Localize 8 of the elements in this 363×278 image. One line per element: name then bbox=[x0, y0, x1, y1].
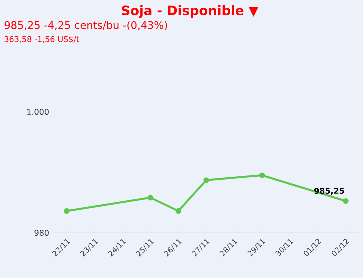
point bbox=[343, 198, 349, 204]
point bbox=[64, 208, 70, 214]
point bbox=[148, 195, 154, 201]
point bbox=[260, 172, 266, 178]
chart-subtitle: 985,25 -4,25 cents/bu -(0,43%) bbox=[4, 21, 168, 31]
chart-title: Soja - Disponible ▼ bbox=[122, 6, 259, 18]
point bbox=[176, 208, 182, 214]
point bbox=[204, 178, 210, 184]
